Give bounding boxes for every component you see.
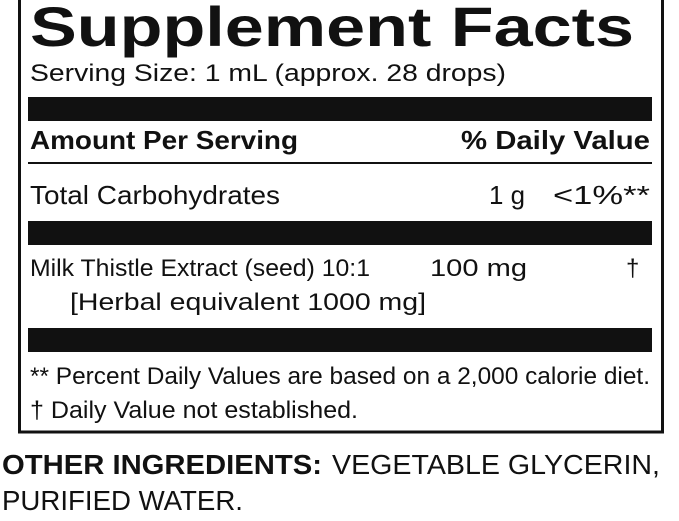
facts-border [18,0,664,434]
thick-rule [28,97,652,121]
daily-value: † [626,255,639,282]
thick-rule [28,328,652,352]
other-ingredients-text: PURIFIED WATER. [2,485,243,516]
footnote: † Daily Value not established. [30,397,358,424]
column-header: Amount Per Serving [30,125,298,155]
nutrient-amount: 1 g [489,180,525,210]
other-ingredients-label: OTHER INGREDIENTS: [2,449,322,480]
serving-size: Serving Size: 1 mL (approx. 28 drops) [30,60,506,87]
ingredient-amount: 100 mg [430,255,527,282]
ingredient-name: Milk Thistle Extract (seed) 10:1 [30,255,370,282]
daily-value: <1%** [553,180,650,210]
thick-rule [28,221,652,245]
other-ingredients-text: VEGETABLE GLYCERIN, [332,449,660,480]
footnote: ** Percent Daily Values are based on a 2… [30,363,650,390]
column-header: % Daily Value [461,125,650,155]
title: Supplement Facts [30,0,634,58]
nutrient-name: Total Carbohydrates [30,180,280,210]
thin-rule [28,162,652,164]
ingredient-note: [Herbal equivalent 1000 mg] [70,289,426,316]
